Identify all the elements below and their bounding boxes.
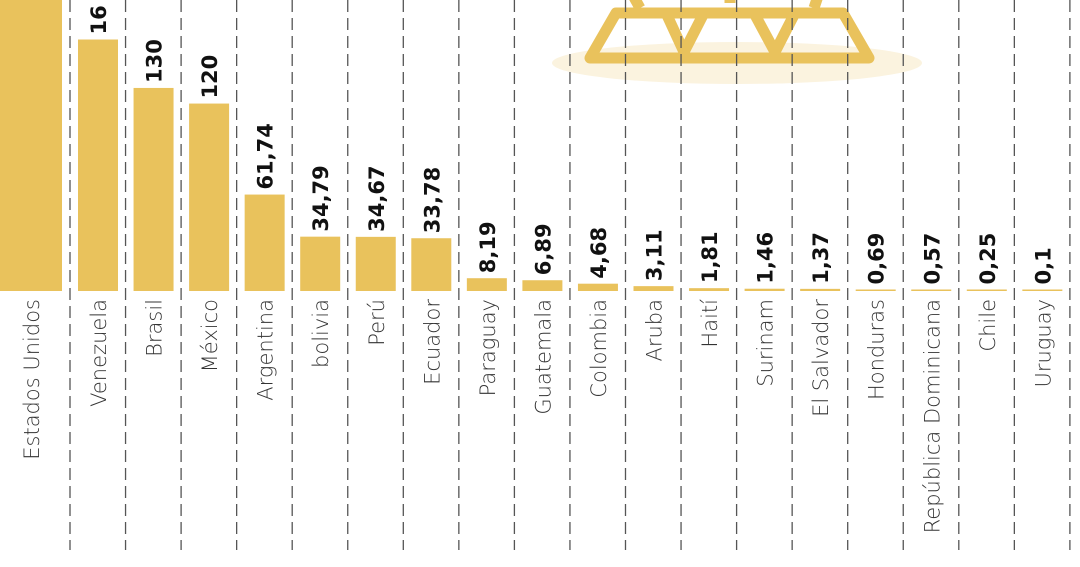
bar — [0, 0, 62, 291]
value-label: 1,37 — [809, 232, 833, 284]
category-label: Brasil — [143, 299, 167, 357]
value-label: 0,57 — [920, 233, 944, 285]
category-label: Venezuela — [87, 299, 111, 407]
value-label: 4,68 — [587, 227, 611, 279]
category-label: Guatemala — [531, 299, 555, 415]
bar — [744, 288, 785, 291]
value-label: 8,19 — [476, 221, 500, 273]
category-label: Honduras — [865, 299, 889, 400]
category-label: Argentina — [254, 299, 278, 401]
value-label: 3,11 — [643, 229, 667, 281]
value-label: 1,81 — [698, 231, 722, 283]
category-label: Surinam — [754, 299, 778, 387]
category-label: bolivia — [309, 299, 333, 368]
bar — [577, 283, 618, 291]
category-label: Estados Unidos — [20, 299, 44, 460]
value-label: 33,78 — [420, 167, 444, 233]
value-label: 6,89 — [531, 223, 555, 275]
category-label: México — [198, 299, 222, 372]
value-label: 34,67 — [365, 165, 389, 231]
category-label: El Salvador — [809, 299, 833, 417]
value-label: 34,79 — [309, 165, 333, 231]
bar — [411, 238, 452, 291]
value-label: 130 — [143, 39, 167, 83]
bar — [244, 194, 285, 291]
value-label: 16 — [87, 5, 111, 34]
bar — [966, 289, 1007, 291]
category-label: Aruba — [643, 299, 667, 362]
bar — [911, 289, 952, 291]
category-label: Chile — [976, 299, 1000, 352]
bar — [855, 289, 896, 291]
bar — [189, 103, 230, 291]
value-label: 0,69 — [865, 233, 889, 285]
bar — [800, 288, 841, 291]
value-label: 0,25 — [976, 233, 1000, 285]
bar — [466, 278, 507, 291]
category-label: Haití — [698, 299, 722, 348]
value-label: 61,74 — [254, 123, 278, 189]
value-label: 120 — [198, 55, 222, 99]
bar — [133, 87, 174, 291]
value-label: 1,46 — [754, 232, 778, 284]
bar — [78, 39, 118, 291]
bar — [522, 280, 563, 291]
bar — [355, 236, 396, 291]
bar — [689, 288, 730, 291]
value-label: 0,1 — [1031, 247, 1055, 284]
bar — [633, 286, 674, 291]
bar — [1022, 289, 1063, 291]
category-label: Colombia — [587, 299, 611, 398]
category-label: Paraguay — [476, 299, 500, 396]
category-label: Ecuador — [420, 299, 444, 385]
category-label: República Dominicana — [920, 299, 944, 533]
category-label: Uruguay — [1031, 299, 1055, 388]
category-label: Perú — [365, 299, 389, 346]
bar — [300, 236, 341, 291]
